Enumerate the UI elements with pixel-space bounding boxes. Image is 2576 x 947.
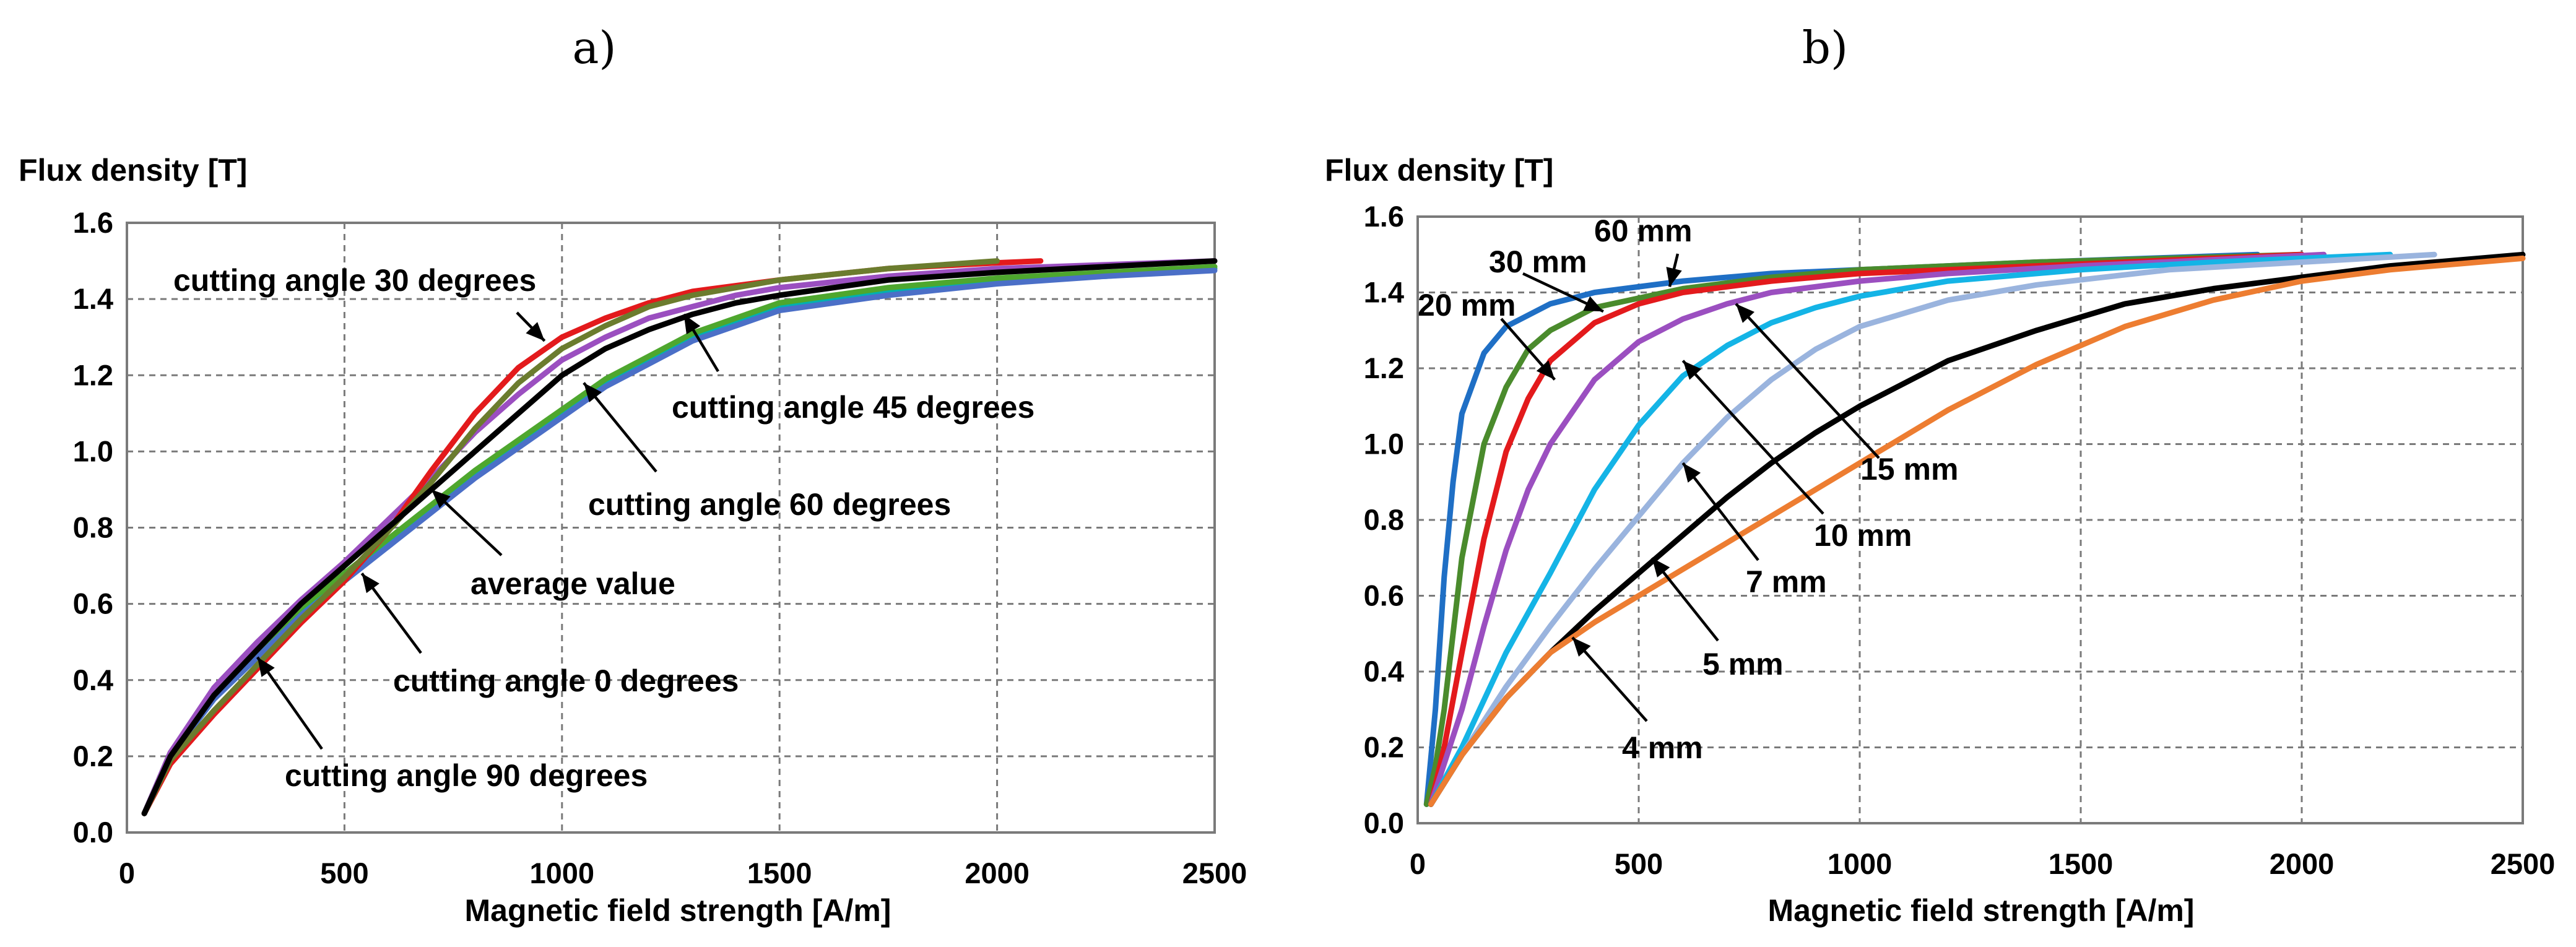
x-tick-label: 500 [320,857,368,889]
annotation-15-mm: 15 mm [1860,452,1958,486]
x-tick-label: 0 [119,857,135,889]
x-tick-label: 1500 [747,857,812,889]
annotation-60-mm: 60 mm [1594,214,1692,248]
x-tick-label: 1000 [1828,847,1893,880]
annotation-cutting-angle-0: cutting angle 0 degrees [393,664,739,698]
y-tick-label: 0.0 [73,816,113,849]
y-tick-label: 0.6 [73,587,113,620]
arrow-head [431,489,451,508]
x-tick-label: 1000 [530,857,595,889]
chart-a: a) Flux density [T] Magnetic field stren… [19,22,1247,928]
tick-labels-b: 0.0 0.2 0.4 0.6 0.8 1.0 1.2 1.4 1.6 0 500 1000 1500 2… [1364,200,2556,880]
x-tick-label: 2500 [2491,847,2556,880]
arrow-head [1536,360,1555,380]
arrow-head [1683,360,1702,380]
series-line-cutting-angle-45-degrees [141,258,1218,816]
series-line-15-mm [1428,251,2327,807]
series-lines-a [141,258,1218,816]
y-tick-label: 0.6 [1364,579,1404,612]
y-tick-label: 0.8 [73,511,113,544]
y-tick-label: 1.6 [1364,200,1404,233]
x-axis-title-b: Magnetic field strength [A/m] [1768,893,2195,928]
y-tick-label: 1.0 [1364,428,1404,461]
series-lines-b [1423,251,2526,807]
x-tick-label: 500 [1615,847,1663,880]
annotation-10-mm: 10 mm [1814,518,1912,553]
x-axis-title-a: Magnetic field strength [A/m] [465,893,891,928]
annotation-7-mm: 7 mm [1746,564,1827,599]
gridlines-b [1416,215,2524,824]
annotation-30-mm: 30 mm [1489,244,1587,279]
arrow-head [583,383,602,403]
annotations-b: 60 mm 30 mm 20 mm 15 mm 10 mm 7 mm 5 mm … [1418,214,1958,765]
x-tick-label: 2000 [965,857,1030,889]
arrow-head [1652,558,1670,577]
arrow-4-mm [1571,636,1648,722]
series-line-4-mm [1428,255,2526,807]
annotation-cutting-angle-60: cutting angle 60 degrees [588,487,951,522]
gridlines-a [126,222,1216,834]
annotation-cutting-angle-45: cutting angle 45 degrees [672,390,1034,425]
annotations-a: cutting angle 30 degrees cutting angle 4… [173,263,1034,793]
y-tick-label: 1.0 [73,435,113,467]
series-line-5-mm [1428,251,2526,807]
series-line-10-mm [1428,251,2393,807]
arrow-15-mm [1735,303,1880,459]
arrow-cutting-angle-90 [256,656,323,750]
annotation-5-mm: 5 mm [1702,647,1784,681]
arrow-head [257,657,275,677]
annotation-cutting-angle-30: cutting angle 30 degrees [173,263,536,298]
x-tick-label: 0 [1410,847,1426,880]
y-axis-title-a: Flux density [T] [19,153,247,188]
y-tick-label: 1.2 [1364,352,1404,384]
series-line-cutting-angle-60-degrees [141,267,1218,816]
y-tick-label: 1.6 [73,206,113,239]
y-tick-label: 0.2 [1364,731,1404,764]
x-tick-label: 2000 [2270,847,2335,880]
annotation-20-mm: 20 mm [1418,288,1516,322]
panel-label-b: b) [1802,22,1848,74]
arrow-head [362,573,379,594]
chart-b: b) Flux density [T] Magnetic field stren… [1325,22,2555,928]
arrow-head [526,322,545,341]
annotation-average-value: average value [471,566,675,601]
series-line-cutting-angle-30-olive [141,258,1000,816]
y-tick-label: 1.4 [1364,276,1404,309]
y-tick-label: 0.4 [1364,655,1404,688]
arrow-head [1666,267,1682,287]
panel-label-a: a) [572,22,616,74]
y-tick-label: 0.4 [73,664,113,696]
arrow-10-mm [1681,360,1824,515]
series-line-average-value [141,258,1218,816]
series-line-20-mm [1428,251,2305,807]
y-tick-label: 0.0 [1364,806,1404,839]
arrow-head [1572,637,1591,657]
annotation-cutting-angle-90: cutting angle 90 degrees [285,758,648,793]
arrow-cutting-angle-60 [583,382,657,473]
tick-labels-a: 0.0 0.2 0.4 0.6 0.8 1.0 1.2 1.4 1.6 0 500 1000 1500 2… [73,206,1247,889]
x-tick-label: 1500 [2049,847,2114,880]
arrow-7-mm [1681,462,1759,561]
y-tick-label: 0.8 [1364,503,1404,536]
y-axis-title-b: Flux density [T] [1325,153,1553,188]
y-tick-label: 1.2 [73,358,113,391]
arrow-head [1683,463,1701,483]
series-line-7-mm [1428,251,2437,807]
y-tick-label: 1.4 [73,282,113,315]
arrow-head [683,314,701,335]
arrow-head [1583,296,1603,312]
annotation-4-mm: 4 mm [1622,730,1703,765]
y-tick-label: 0.2 [73,740,113,772]
arrow-head [1736,303,1755,323]
x-tick-label: 2500 [1182,857,1247,889]
